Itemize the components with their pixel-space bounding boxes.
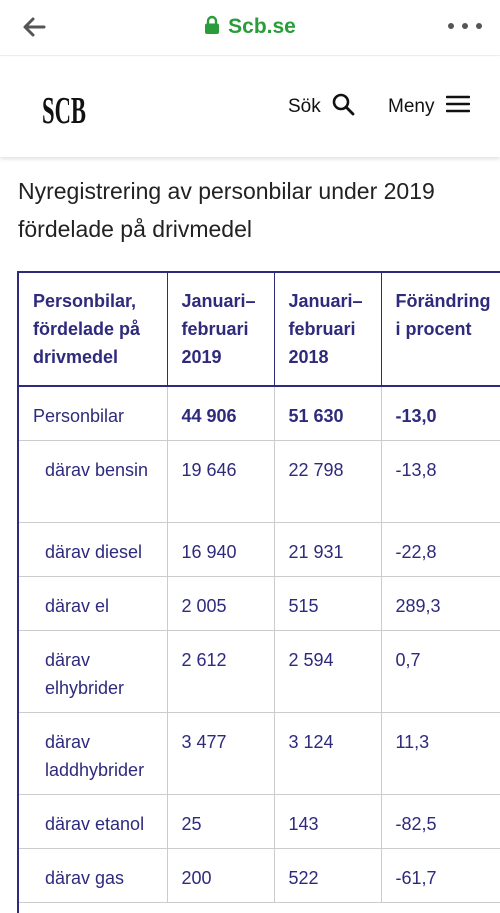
url-text: Scb.se [228, 15, 296, 38]
table-row: därav gas 200 522 -61,7 [19, 848, 500, 903]
cell-2018: 21 931 [274, 522, 382, 577]
row-label: därav etanol [19, 794, 168, 849]
row-label: därav diesel [19, 522, 168, 577]
row-label: därav gas [19, 848, 168, 903]
cell-2018: 522 [274, 848, 382, 903]
cell-2018: 22 798 [274, 440, 382, 523]
cell-2019: 16 940 [167, 522, 275, 577]
cell-change: -82,5 [381, 794, 500, 849]
data-table: Personbilar, fördelade på drivmedel Janu… [19, 273, 500, 903]
cell-2018: 515 [274, 576, 382, 631]
search-icon [331, 92, 355, 122]
menu-button[interactable]: Meny [388, 93, 471, 121]
cell-2018: 143 [274, 794, 382, 849]
column-header: Januari–februari 2019 [167, 273, 275, 387]
table-row: därav etanol 25 143 -82,5 [19, 794, 500, 849]
search-label: Sök [288, 96, 321, 117]
row-label: därav laddhybrider [19, 712, 168, 795]
row-label: därav elhybrider [19, 630, 168, 713]
cell-2019: 44 906 [167, 386, 275, 441]
table-row: Personbilar 44 906 51 630 -13,0 [19, 386, 500, 441]
row-label: därav bensin [19, 440, 168, 523]
arrow-left-icon[interactable] [20, 13, 48, 41]
table-row: därav el 2 005 515 289,3 [19, 576, 500, 631]
cell-2019: 200 [167, 848, 275, 903]
cell-2018: 3 124 [274, 712, 382, 795]
column-header: Personbilar, fördelade på drivmedel [19, 273, 168, 387]
lock-icon [204, 15, 220, 40]
table-header-row: Personbilar, fördelade på drivmedel Janu… [19, 273, 500, 387]
row-label: Personbilar [19, 386, 168, 441]
cell-2018: 51 630 [274, 386, 382, 441]
table-row: därav bensin 19 646 22 798 -13,8 [19, 440, 500, 523]
cell-2018: 2 594 [274, 630, 382, 713]
cell-change: -13,8 [381, 440, 500, 523]
address-bar[interactable]: Scb.se [0, 12, 500, 42]
cell-2019: 19 646 [167, 440, 275, 523]
cell-2019: 2 005 [167, 576, 275, 631]
table-row: därav elhybrider 2 612 2 594 0,7 [19, 630, 500, 713]
menu-label: Meny [388, 96, 435, 117]
column-header: Förändring i procent [381, 273, 500, 387]
browser-bar: Scb.se [0, 0, 500, 56]
cell-change: 11,3 [381, 712, 500, 795]
table-row: därav laddhybrider 3 477 3 124 11,3 [19, 712, 500, 795]
cell-change: -13,0 [381, 386, 500, 441]
column-header: Januari–februari 2018 [274, 273, 382, 387]
cell-change: 289,3 [381, 576, 500, 631]
table-row: därav diesel 16 940 21 931 -22,8 [19, 522, 500, 577]
scb-logo[interactable]: SCB [40, 83, 88, 132]
search-button[interactable]: Sök [288, 93, 355, 121]
cell-2019: 2 612 [167, 630, 275, 713]
cell-change: -22,8 [381, 522, 500, 577]
cell-change: -61,7 [381, 848, 500, 903]
data-table-wrapper[interactable]: Personbilar, fördelade på drivmedel Janu… [17, 271, 500, 913]
cell-2019: 3 477 [167, 712, 275, 795]
site-header: SCB Sök Meny [0, 57, 500, 157]
hamburger-icon [446, 94, 471, 120]
cell-change: 0,7 [381, 630, 500, 713]
svg-text:SCB: SCB [42, 90, 86, 131]
more-dots-icon[interactable] [448, 16, 482, 36]
row-label: därav el [19, 576, 168, 631]
cell-2019: 25 [167, 794, 275, 849]
page-title: Nyregistrering av personbilar under 2019… [18, 178, 435, 242]
